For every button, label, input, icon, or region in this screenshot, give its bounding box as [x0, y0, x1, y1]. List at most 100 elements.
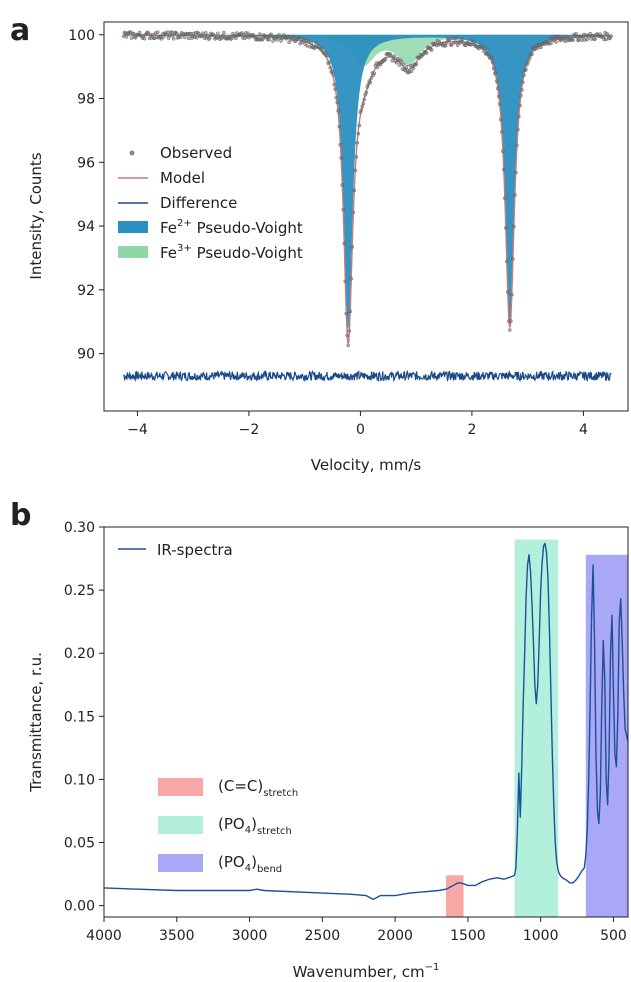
observed-point — [292, 35, 296, 39]
observed-point — [353, 168, 358, 173]
x-tick-label: 1000 — [523, 928, 559, 944]
observed-point — [171, 36, 176, 41]
observed-point — [146, 31, 151, 35]
observed-point — [491, 66, 496, 71]
observed-point — [409, 69, 414, 74]
observed-point — [133, 35, 138, 40]
observed-point — [494, 79, 499, 84]
observed-point — [524, 67, 528, 72]
observed-point — [212, 33, 216, 37]
observed-point — [169, 30, 174, 34]
x-tick-label: −2 — [239, 422, 260, 438]
observed-point — [557, 34, 561, 39]
observed-point — [327, 60, 332, 65]
observed-point — [375, 65, 380, 70]
observed-point — [490, 60, 495, 65]
observed-point — [510, 292, 514, 297]
observed-point — [460, 37, 465, 41]
y-tick-label: 92 — [77, 283, 95, 299]
observed-point — [360, 104, 365, 109]
observed-point — [496, 94, 501, 99]
band-legend-entry: (PO4)stretch — [158, 815, 292, 837]
observed-point — [330, 69, 335, 74]
legend-label: Model — [160, 169, 205, 187]
observed-point — [332, 82, 337, 87]
band-legend-entry: (C=C)stretch — [158, 777, 298, 799]
observed-point — [591, 33, 595, 38]
observed-point — [336, 109, 341, 113]
band-legend-entry: (PO4)bend — [158, 853, 282, 875]
observed-point — [356, 131, 361, 136]
legend-entry: Fe2+ Pseudo-Voight — [118, 218, 303, 237]
observed-point — [369, 76, 374, 80]
observed-point — [124, 35, 129, 39]
ir-xlabel-text: Wavenumber, cm — [293, 963, 425, 981]
observed-point — [424, 51, 429, 55]
observed-point — [411, 66, 416, 71]
legend-label: Observed — [160, 144, 232, 162]
panel-label-b: b — [10, 498, 31, 533]
observed-point — [345, 333, 350, 338]
observed-point — [337, 124, 342, 129]
y-tick-label: 0.10 — [64, 772, 95, 788]
observed-point — [347, 329, 352, 333]
observed-point — [338, 142, 343, 147]
observed-point — [178, 35, 183, 39]
observed-point — [328, 65, 333, 70]
observed-point — [349, 276, 354, 281]
observed-point — [216, 31, 220, 36]
observed-point — [580, 38, 584, 43]
legend-marker — [118, 246, 148, 258]
observed-point — [401, 62, 406, 66]
observed-point — [443, 43, 448, 48]
ir-xlabel-sup: −1 — [425, 962, 440, 973]
observed-point — [481, 49, 486, 53]
legend-entry: Fe3+ Pseudo-Voight — [118, 243, 303, 262]
observed-point — [129, 36, 134, 40]
observed-point — [364, 90, 369, 95]
observed-point — [509, 319, 513, 323]
observed-point — [342, 241, 347, 246]
observed-point — [528, 55, 532, 60]
y-tick-label: 0.15 — [64, 709, 95, 725]
legend-label: Fe2+ Pseudo-Voight — [160, 218, 303, 237]
observed-point — [207, 36, 212, 40]
x-tick-label: 1500 — [450, 928, 486, 944]
y-tick-label: 0.20 — [64, 646, 95, 662]
observed-point — [346, 343, 351, 348]
observed-point — [182, 35, 187, 40]
observed-point — [350, 245, 355, 249]
observed-point — [354, 155, 359, 159]
fe2-area — [123, 34, 612, 331]
mossbauer-chart: −4 −2 0 2 4 90 92 94 96 98 100 Velocity, mm/s Inte… — [27, 21, 629, 474]
x-tick-label: 2500 — [305, 928, 341, 944]
observed-point — [493, 70, 498, 75]
model-line — [123, 34, 612, 345]
observed-point — [314, 41, 318, 45]
observed-point — [530, 52, 534, 57]
observed-point — [500, 149, 505, 154]
observed-point — [331, 72, 336, 77]
observed-point — [397, 63, 402, 67]
observed-point — [234, 36, 238, 41]
observed-point — [261, 37, 265, 41]
ir-ylabel: Transmittance, r.u. — [27, 652, 45, 793]
observed-point — [230, 36, 234, 41]
observed-point — [357, 123, 362, 128]
observed-point — [518, 103, 522, 108]
observed-point — [604, 37, 608, 42]
legend-entry: Model — [118, 169, 205, 187]
observed-point — [506, 290, 510, 294]
observed-point — [495, 86, 500, 91]
x-tick-label: 4000 — [86, 928, 122, 944]
y-tick-label: 98 — [77, 92, 95, 108]
observed-point — [497, 102, 502, 106]
difference-line — [123, 369, 612, 383]
observed-point — [258, 32, 262, 36]
observed-point — [344, 311, 349, 316]
observed-point — [498, 117, 503, 122]
observed-point — [287, 40, 291, 45]
observed-point — [186, 36, 191, 41]
observed-point — [502, 196, 507, 200]
observed-point — [574, 32, 578, 36]
